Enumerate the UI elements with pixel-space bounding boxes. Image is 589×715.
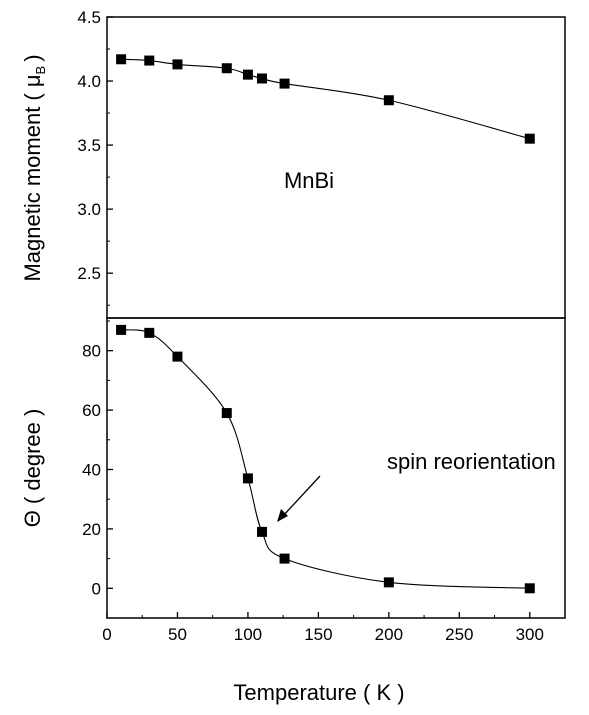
data-point-marker [279, 78, 290, 89]
top-y-tick-label: 3.0 [77, 200, 101, 219]
bottom-panel-frame [106, 317, 566, 619]
data-point-marker [279, 553, 290, 564]
data-point-marker [383, 95, 394, 106]
top-y-tick-label: 3.5 [77, 136, 101, 155]
bottom-y-tick-label: 20 [82, 520, 101, 539]
data-point-marker [144, 327, 155, 338]
data-point-marker [221, 63, 232, 74]
spin-reorientation-arrow [277, 475, 321, 522]
top-y-axis-title-symbol: μ [20, 74, 45, 87]
x-tick-label: 150 [304, 625, 332, 644]
top-fit-curve [121, 58, 530, 140]
bottom-y-tick-label: 80 [82, 342, 101, 361]
x-tick-label: 50 [168, 625, 187, 644]
data-point-marker [383, 577, 394, 588]
bottom-y-tick-label: 60 [82, 401, 101, 420]
fit-curve-top [121, 58, 530, 140]
top-y-tick-label: 2.5 [77, 264, 101, 283]
bottom-y-tick-label: 40 [82, 460, 101, 479]
data-point-marker [172, 59, 183, 70]
data-point-marker [257, 73, 268, 84]
x-tick-label: 200 [375, 625, 403, 644]
data-point-marker [116, 324, 127, 335]
bottom-data-points [116, 324, 535, 594]
data-point-marker [524, 583, 535, 594]
material-label: MnBi [284, 168, 334, 193]
data-point-marker [257, 526, 268, 537]
x-tick-label: 100 [234, 625, 262, 644]
top-data-points [116, 54, 535, 144]
top-y-tick-label: 4.0 [77, 72, 101, 91]
bottom-y-ticks: 0 20 40 60 80 [82, 320, 113, 619]
data-point-marker [242, 473, 253, 484]
spin-reorientation-label: spin reorientation [387, 449, 556, 474]
x-axis-title: Temperature ( K ) [233, 680, 404, 705]
data-point-marker [172, 351, 183, 362]
top-y-axis-title-close: ) [20, 54, 45, 61]
top-y-axis-title-subscript: B [33, 66, 48, 75]
x-ticks: 0 50 100 150 200 250 300 [102, 612, 544, 644]
data-point-marker [116, 54, 127, 65]
data-point-marker [221, 408, 232, 419]
bottom-y-tick-label: 0 [92, 579, 101, 598]
data-point-marker [144, 55, 155, 66]
top-y-axis-title-text: Magnetic moment ( [20, 93, 45, 282]
bottom-y-axis-title: Θ ( degree ) [20, 409, 45, 528]
top-y-ticks: 2.5 3.0 3.5 4.0 4.5 [77, 8, 113, 306]
x-tick-label: 0 [102, 625, 111, 644]
top-y-tick-label: 4.5 [77, 8, 101, 27]
x-tick-label: 250 [445, 625, 473, 644]
data-point-marker [242, 69, 253, 80]
data-point-marker [524, 133, 535, 144]
top-y-axis-title: Magnetic moment ( μB) [20, 54, 48, 281]
x-tick-label: 300 [516, 625, 544, 644]
